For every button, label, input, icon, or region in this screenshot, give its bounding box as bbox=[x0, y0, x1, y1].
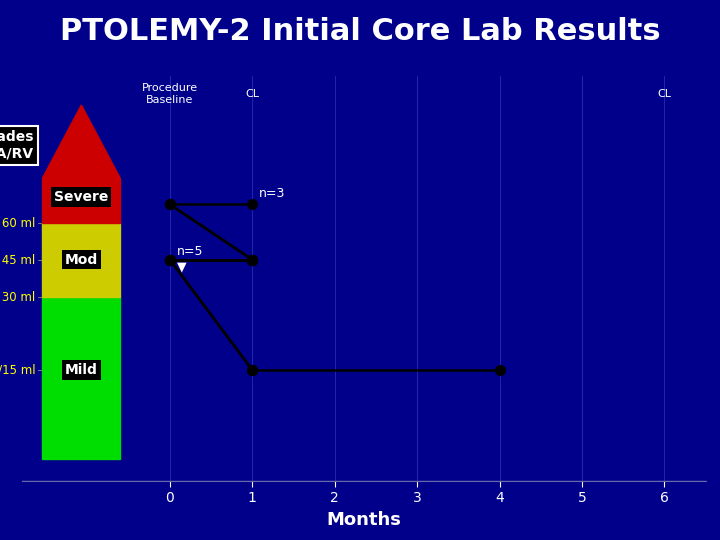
Text: 0.4 mm / 60 ml: 0.4 mm / 60 ml bbox=[0, 217, 35, 230]
Text: Mild: Mild bbox=[65, 363, 98, 377]
Text: ASE Grades
EROA/RV: ASE Grades EROA/RV bbox=[0, 131, 34, 161]
Text: PTOLEMY-2 Initial Core Lab Results: PTOLEMY-2 Initial Core Lab Results bbox=[60, 17, 660, 45]
Text: 0.1 mm /15 ml: 0.1 mm /15 ml bbox=[0, 363, 35, 376]
X-axis label: Months: Months bbox=[326, 511, 401, 529]
Text: 0.3 mm / 45 ml: 0.3 mm / 45 ml bbox=[0, 253, 35, 266]
Text: n=5
▼: n=5 ▼ bbox=[176, 245, 203, 273]
Text: n=3: n=3 bbox=[259, 187, 285, 200]
Text: Severe: Severe bbox=[54, 190, 109, 204]
Bar bbox=[42, 179, 120, 223]
Text: Procedure
Baseline: Procedure Baseline bbox=[142, 83, 198, 105]
Bar bbox=[42, 296, 120, 458]
Bar bbox=[42, 223, 120, 296]
Polygon shape bbox=[42, 105, 120, 179]
Text: CL: CL bbox=[657, 89, 671, 99]
Text: 0.2 mm / 30 ml: 0.2 mm / 30 ml bbox=[0, 290, 35, 303]
Text: CL: CL bbox=[246, 89, 259, 99]
Text: Mod: Mod bbox=[65, 253, 98, 267]
